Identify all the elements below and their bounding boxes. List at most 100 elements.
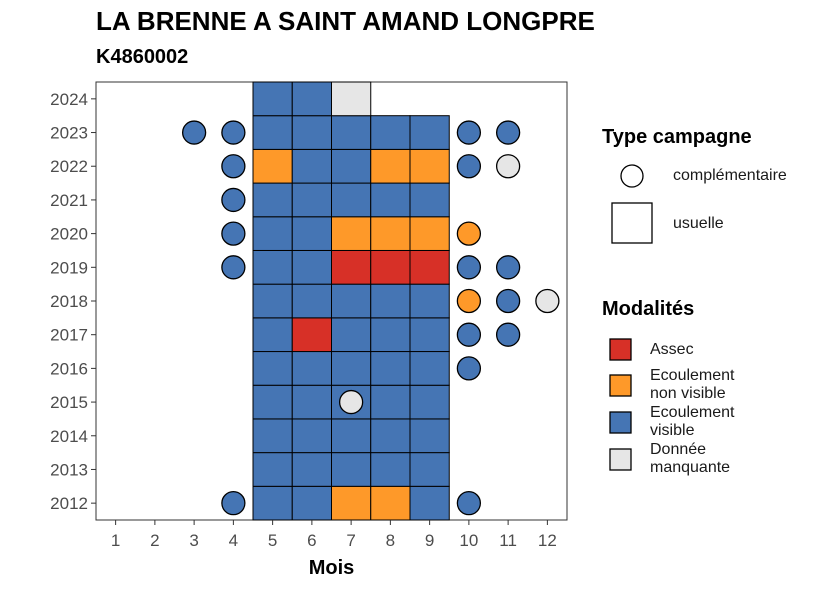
point-2017-11 [495,322,521,347]
point-2023-10 [456,120,482,145]
point-2018-10 [456,288,482,314]
chart-subtitle: K4860002 [96,46,189,68]
x-tick-label-11: 11 [499,531,517,550]
cell-2022-7 [331,148,372,184]
legend-modalites-title: Modalités [602,298,695,320]
y-tick-label-2021: 2021 [50,191,88,210]
point-2016-10 [456,356,482,381]
x-tick-label-3: 3 [189,531,198,550]
cell-2016-7 [331,351,372,386]
x-tick-label-9: 9 [425,531,434,550]
cell-2014-5 [252,418,293,454]
cell-2019-6 [291,249,332,285]
legend-label-ecoulement-visible: Ecoulement visible [650,404,735,439]
cell-2018-7 [331,283,372,319]
cell-2022-5 [252,148,293,184]
cell-2013-6 [291,452,332,487]
point-2022-11 [495,154,521,179]
y-tick-label-2019: 2019 [50,258,88,277]
x-tick-label-12: 12 [538,531,557,550]
cell-2015-6 [291,384,332,420]
cell-2019-9 [409,249,450,285]
y-tick-label-2020: 2020 [50,225,88,244]
point-2023-11 [495,120,521,145]
cell-2021-7 [331,182,372,218]
legend-type-label-usuelle: usuelle [673,215,724,232]
cell-2014-7 [331,418,372,454]
x-tick-label-2: 2 [150,531,159,550]
cell-2017-8 [370,317,411,353]
y-tick-label-2013: 2013 [50,460,88,479]
point-2022-10 [456,154,482,179]
legend-swatch-ecoulement-non-visible [609,374,632,397]
cell-2019-7 [331,249,372,285]
y-tick-label-2024: 2024 [50,90,88,109]
point-2017-10 [456,322,482,347]
cell-2021-5 [252,182,293,218]
cell-2012-8 [370,485,411,521]
cell-2022-8 [370,148,411,184]
cell-2018-6 [291,283,332,319]
legend-type-title: Type campagne [602,126,752,148]
cell-2023-9 [409,115,450,150]
y-tick-label-2012: 2012 [50,494,88,513]
legend-swatch-donnee-manquante [609,448,632,471]
x-tick-label-4: 4 [229,531,238,550]
cell-2013-8 [370,452,411,487]
cell-2013-5 [252,452,293,487]
cell-2015-8 [370,384,411,420]
cell-2012-5 [252,485,293,521]
cell-2014-9 [409,418,450,454]
cell-2012-7 [331,485,372,521]
y-tick-label-2015: 2015 [50,393,88,412]
cell-2017-5 [252,317,293,353]
x-tick-label-5: 5 [268,531,277,550]
cell-2018-9 [409,283,450,319]
y-tick-label-2018: 2018 [50,292,88,311]
legend-label-assec: Assec [650,341,694,358]
x-tick-label-6: 6 [307,531,316,550]
cell-2020-8 [370,216,411,251]
legend-label-donnee-manquante: Donnée manquante [650,441,731,476]
chart-title: LA BRENNE A SAINT AMAND LONGPRE [96,6,595,36]
cell-2018-8 [370,283,411,319]
cell-2013-7 [331,452,372,487]
cell-2016-5 [252,351,293,386]
legend-swatch-assec [609,338,632,361]
cell-2015-5 [252,384,293,420]
cell-2020-6 [291,216,332,251]
y-tick-label-2014: 2014 [50,427,88,446]
point-2023-4 [221,120,246,145]
x-tick-label-7: 7 [346,531,355,550]
point-2019-4 [221,255,246,280]
cell-2016-6 [291,351,332,386]
point-2012-10 [456,491,482,516]
cell-2019-5 [252,249,293,285]
cell-2012-6 [291,485,332,521]
point-2015-7 [338,389,364,415]
cell-2014-6 [291,418,332,454]
cell-2019-8 [370,249,411,285]
point-2023-3 [181,120,207,145]
cell-2022-9 [409,148,450,184]
point-2018-12 [535,288,560,314]
cell-2020-9 [409,216,450,251]
usuelle-cells [252,81,450,521]
point-2021-4 [221,187,246,213]
complementaire-points [181,120,560,516]
cell-2023-7 [331,115,372,150]
cell-2013-9 [409,452,450,487]
x-tick-label-8: 8 [386,531,395,550]
x-axis-label: Mois [309,557,355,579]
legend-square-usuelle [611,202,653,244]
cell-2023-8 [370,115,411,150]
point-2020-10 [456,221,482,246]
point-2019-10 [456,255,482,280]
legend-type-label-complementaire: complémentaire [673,167,787,184]
cell-2023-5 [252,115,293,150]
cell-2018-5 [252,283,293,319]
point-2018-11 [495,288,521,314]
axes: 1 2 3 4 5 6 7 8 9 10 11 122012201320142015201620172… [50,90,557,579]
y-tick-label-2017: 2017 [50,326,88,345]
cell-2017-7 [331,317,372,353]
